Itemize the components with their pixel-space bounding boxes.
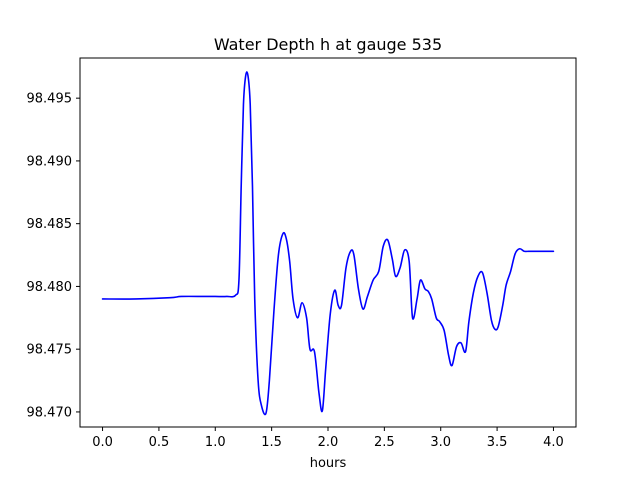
x-tick-label: 0.5 bbox=[149, 435, 170, 450]
plot-area: 0.0 0.5 1.0 1.5 2.0 2.5 3.0 3.5 4.0 98.470 98.475… bbox=[27, 57, 577, 450]
x-tick-label: 4.0 bbox=[543, 435, 564, 450]
x-tick-label: 3.5 bbox=[487, 435, 508, 450]
y-tick-label: 98.475 bbox=[27, 343, 73, 358]
x-tick-label: 3.0 bbox=[430, 435, 451, 450]
x-tick-label: 0.0 bbox=[92, 435, 113, 450]
y-tick-label: 98.495 bbox=[27, 92, 73, 107]
y-axis-ticks: 98.470 98.475 98.480 98.485 98.490 98.495 bbox=[27, 92, 80, 420]
x-tick-label: 1.0 bbox=[205, 435, 226, 450]
x-axis-ticks: 0.0 0.5 1.0 1.5 2.0 2.5 3.0 3.5 4.0 bbox=[92, 427, 564, 450]
y-tick-label: 98.480 bbox=[27, 280, 73, 295]
x-tick-label: 2.5 bbox=[374, 435, 395, 450]
y-tick-label: 98.470 bbox=[27, 405, 73, 420]
y-tick-label: 98.485 bbox=[27, 217, 73, 232]
y-tick-label: 98.490 bbox=[27, 154, 73, 169]
chart-title: Water Depth h at gauge 535 bbox=[214, 35, 442, 54]
series-line bbox=[101, 71, 555, 416]
x-tick-label: 1.5 bbox=[261, 435, 282, 450]
x-axis-label: hours bbox=[310, 456, 347, 471]
series-layer bbox=[101, 71, 555, 416]
x-tick-label: 2.0 bbox=[318, 435, 339, 450]
